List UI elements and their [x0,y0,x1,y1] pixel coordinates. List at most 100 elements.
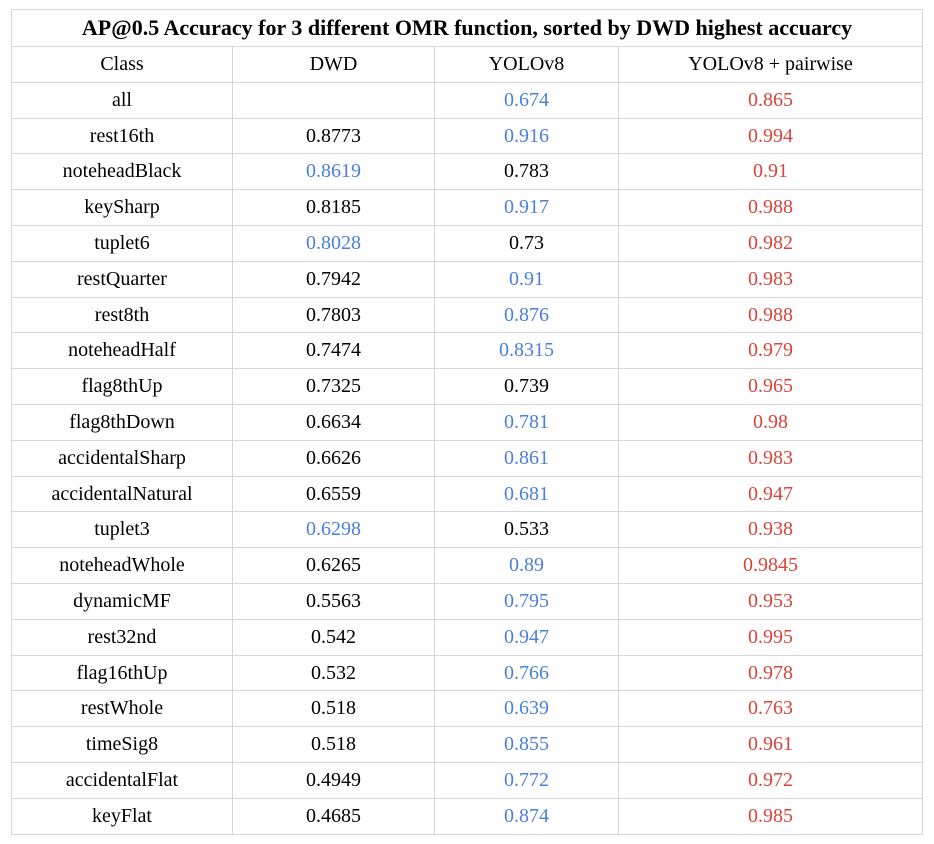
table-cell-yolov8-pairwise: 0.983 [617,439,924,477]
column-header-dwd: DWD [232,46,435,83]
table-cell-dwd: 0.6626 [232,439,435,477]
table-cell-yolov8: 0.73 [434,224,619,262]
table-cell-yolov8: 0.8315 [434,332,619,370]
table-cell-class: tuplet3 [11,511,233,549]
table-cell-dwd: 0.518 [232,726,435,763]
table-row: timeSig8 0.518 0.855 0.961 [11,726,924,763]
table-cell-class: noteheadWhole [11,547,233,584]
table-cell-class: flag16thUp [11,654,233,692]
table-cell-yolov8-pairwise: 0.983 [617,260,924,298]
table-cell-yolov8: 0.917 [434,189,619,226]
table-row: tuplet3 0.6298 0.533 0.938 [11,511,924,549]
table-row: rest16th 0.8773 0.916 0.994 [11,117,924,155]
column-header-class: Class [11,46,233,83]
table-cell-class: all [11,81,233,119]
table-cell-yolov8: 0.855 [434,726,619,763]
table-body: all 0.674 0.865 rest16th 0.8773 0.916 0.994 not… [11,81,924,835]
table-cell-yolov8: 0.533 [434,511,619,549]
table-cell-yolov8: 0.795 [434,582,619,620]
table-row: restQuarter 0.7942 0.91 0.983 [11,260,924,298]
table-cell-yolov8-pairwise: 0.98 [617,403,924,441]
table-cell-dwd [232,81,435,119]
table-row: accidentalNatural 0.6559 0.681 0.947 [11,475,924,513]
header-row: Class DWD YOLOv8 YOLOv8 + pairwise [11,46,924,83]
table-row: accidentalFlat 0.4949 0.772 0.972 [11,761,924,799]
table-cell-yolov8: 0.639 [434,690,619,728]
table-cell-dwd: 0.7942 [232,260,435,298]
table-cell-class: flag8thDown [11,403,233,441]
table-cell-class: restWhole [11,690,233,728]
table-cell-yolov8: 0.766 [434,654,619,692]
table-cell-yolov8-pairwise: 0.994 [617,117,924,155]
table-cell-class: rest32nd [11,618,233,656]
table-row: flag8thUp 0.7325 0.739 0.965 [11,368,924,405]
table-cell-class: keySharp [11,189,233,226]
table-cell-yolov8-pairwise: 0.9845 [617,547,924,584]
table-cell-class: restQuarter [11,260,233,298]
table-cell-yolov8: 0.874 [434,797,619,835]
table-cell-class: dynamicMF [11,582,233,620]
table-cell-dwd: 0.8185 [232,189,435,226]
table-cell-class: timeSig8 [11,726,233,763]
table-cell-yolov8-pairwise: 0.865 [617,81,924,119]
table-cell-class: rest8th [11,296,233,334]
table-cell-yolov8-pairwise: 0.978 [617,654,924,692]
table-cell-yolov8-pairwise: 0.982 [617,224,924,262]
table-cell-yolov8: 0.681 [434,475,619,513]
table-cell-yolov8: 0.876 [434,296,619,334]
table-cell-dwd: 0.6265 [232,547,435,584]
table-row: noteheadHalf 0.7474 0.8315 0.979 [11,332,924,370]
table-cell-dwd: 0.7325 [232,368,435,405]
table-cell-yolov8: 0.772 [434,761,619,799]
table-title: AP@0.5 Accuracy for 3 different OMR func… [10,9,924,47]
table-cell-dwd: 0.8619 [232,153,435,191]
table-row: keySharp 0.8185 0.917 0.988 [11,189,924,226]
table-cell-dwd: 0.532 [232,654,435,692]
table-cell-class: flag8thUp [11,368,233,405]
table-row: accidentalSharp 0.6626 0.861 0.983 [11,439,924,477]
table-cell-yolov8-pairwise: 0.995 [617,618,924,656]
table-cell-yolov8-pairwise: 0.947 [617,475,924,513]
table-cell-yolov8: 0.861 [434,439,619,477]
table-cell-class: accidentalNatural [11,475,233,513]
table-cell-yolov8-pairwise: 0.988 [617,296,924,334]
table-cell-yolov8: 0.91 [434,260,619,298]
table-row: flag8thDown 0.6634 0.781 0.98 [11,403,924,441]
table-cell-yolov8-pairwise: 0.953 [617,582,924,620]
table-cell-yolov8-pairwise: 0.961 [617,726,924,763]
table-row: flag16thUp 0.532 0.766 0.978 [11,654,924,692]
table-cell-yolov8: 0.916 [434,117,619,155]
table-cell-yolov8-pairwise: 0.972 [617,761,924,799]
table-cell-yolov8: 0.674 [434,81,619,119]
table-row: dynamicMF 0.5563 0.795 0.953 [11,582,924,620]
table-cell-dwd: 0.542 [232,618,435,656]
title-row: AP@0.5 Accuracy for 3 different OMR func… [10,9,924,47]
table-cell-yolov8-pairwise: 0.763 [617,690,924,728]
table-cell-yolov8: 0.947 [434,618,619,656]
table-cell-dwd: 0.4949 [232,761,435,799]
table-cell-yolov8-pairwise: 0.91 [617,153,924,191]
table-row: all 0.674 0.865 [11,81,924,119]
table-cell-yolov8: 0.781 [434,403,619,441]
table-cell-yolov8: 0.739 [434,368,619,405]
table-cell-dwd: 0.518 [232,690,435,728]
table-cell-dwd: 0.5563 [232,582,435,620]
table-cell-dwd: 0.7474 [232,332,435,370]
table-row: tuplet6 0.8028 0.73 0.982 [11,224,924,262]
table-row: noteheadBlack 0.8619 0.783 0.91 [11,153,924,191]
table-row: rest32nd 0.542 0.947 0.995 [11,618,924,656]
table-cell-class: keyFlat [11,797,233,835]
table-cell-yolov8-pairwise: 0.938 [617,511,924,549]
table-cell-dwd: 0.6634 [232,403,435,441]
table-row: restWhole 0.518 0.639 0.763 [11,690,924,728]
accuracy-table-container: AP@0.5 Accuracy for 3 different OMR func… [10,9,924,835]
table-row: noteheadWhole 0.6265 0.89 0.9845 [11,547,924,584]
table-cell-yolov8-pairwise: 0.965 [617,368,924,405]
column-header-yolov8: YOLOv8 [434,46,619,83]
column-header-yolov8-pairwise: YOLOv8 + pairwise [617,46,924,83]
table-cell-class: noteheadBlack [11,153,233,191]
table-cell-yolov8: 0.89 [434,547,619,584]
table-cell-yolov8-pairwise: 0.988 [617,189,924,226]
table-cell-dwd: 0.6298 [232,511,435,549]
table-cell-class: noteheadHalf [11,332,233,370]
